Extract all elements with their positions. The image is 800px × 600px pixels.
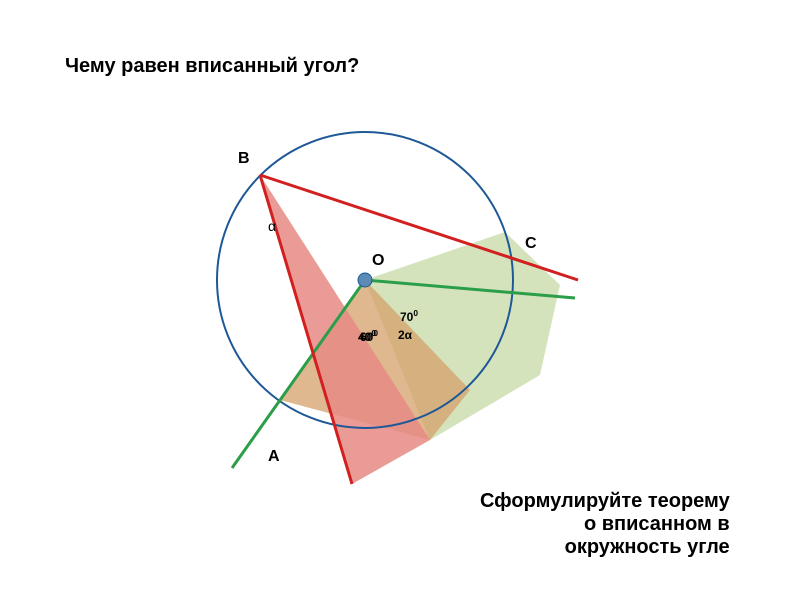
- subtitle-line3: окружность угле: [480, 536, 730, 559]
- point-b-label: B: [238, 150, 250, 168]
- point-c-label: C: [525, 235, 537, 253]
- alpha-label: α: [268, 218, 276, 234]
- angle-2alpha: 2α: [398, 328, 412, 342]
- angle-70: 700: [400, 308, 418, 324]
- subtitle-line1: Сформулируйте теорему: [480, 490, 730, 513]
- subtitle-line2: о вписанном в: [480, 513, 730, 536]
- angle-40: 400: [358, 328, 376, 344]
- page-title: Чему равен вписанный угол?: [65, 55, 359, 78]
- theorem-prompt: Сформулируйте теорему о вписанном в окру…: [480, 490, 730, 559]
- point-o-label: O: [372, 252, 384, 270]
- point-a-label: A: [268, 448, 280, 466]
- center-dot: [358, 273, 372, 287]
